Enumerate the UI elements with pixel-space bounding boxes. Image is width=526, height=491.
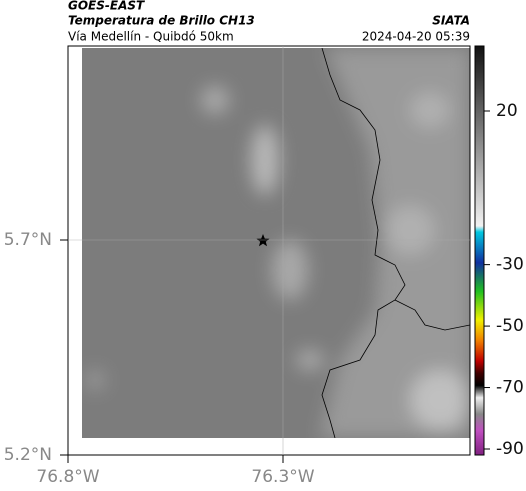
colorbar <box>474 45 485 456</box>
lat-tick-label: 5.2°N <box>4 445 52 465</box>
colorbar-tick-label: 20 <box>496 101 518 121</box>
satellite-image <box>82 48 470 438</box>
lat-tick-label: 5.7°N <box>4 230 52 250</box>
colorbar-tick-label: -50 <box>496 316 524 336</box>
title: Temperatura de Brillo CH13 <box>68 14 255 28</box>
satellite: GOES-EAST <box>68 0 145 13</box>
colorbar-tick-label: -70 <box>496 378 524 398</box>
route: Vía Medellín - Quibdó 50km <box>68 30 234 44</box>
colorbar-tick-label: -30 <box>496 255 524 275</box>
lon-tick-label: 76.8°W <box>36 467 99 487</box>
colorbar-tick-label: -90 <box>496 439 524 459</box>
lon-tick-label: 76.3°W <box>251 467 314 487</box>
source: SIATA <box>432 14 470 28</box>
timestamp: 2024-04-20 05:39 <box>362 30 470 44</box>
map-frame <box>67 45 471 456</box>
